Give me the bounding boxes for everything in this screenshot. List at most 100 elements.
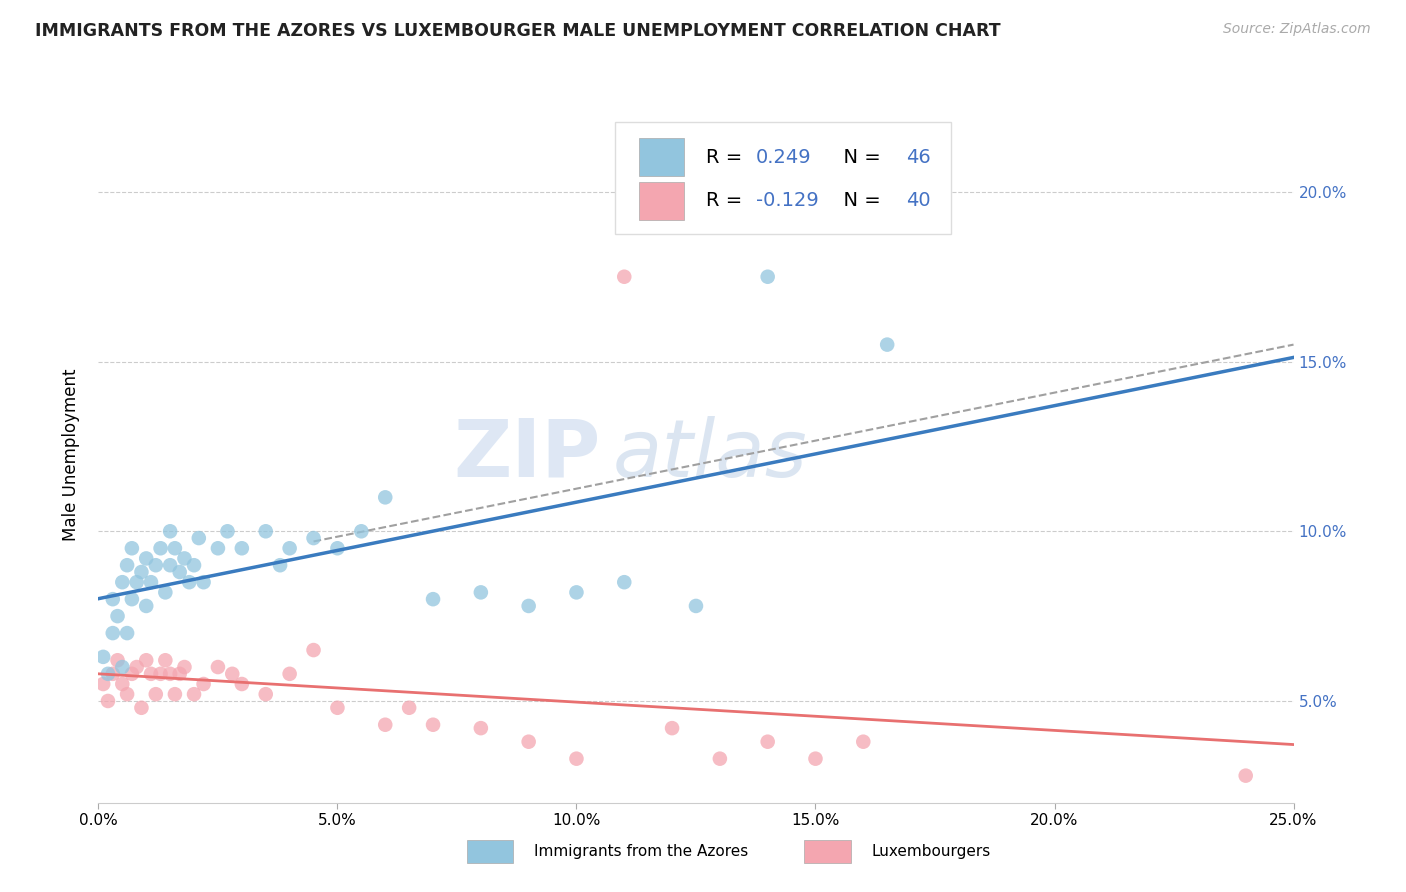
Point [115,558,138,573]
Point [278,666,301,681]
Point [231,541,253,556]
Point [302,643,325,657]
Point [139,666,162,681]
Point [422,592,444,607]
Point [159,666,181,681]
Point [97,666,120,681]
Text: IMMIGRANTS FROM THE AZORES VS LUXEMBOURGER MALE UNEMPLOYMENT CORRELATION CHART: IMMIGRANTS FROM THE AZORES VS LUXEMBOURG… [35,22,1001,40]
Point [852,735,875,749]
Point [613,269,636,284]
Point [169,565,191,579]
Point [217,524,239,539]
Point [613,575,636,590]
FancyBboxPatch shape [638,182,685,220]
Point [91,677,114,691]
Point [163,687,186,701]
Point [125,660,148,674]
Y-axis label: Male Unemployment: Male Unemployment [62,368,80,541]
Point [756,269,779,284]
Point [115,687,138,701]
Point [269,558,291,573]
Point [121,592,143,607]
Point [111,677,134,691]
Point [231,677,253,691]
Text: Immigrants from the Azores: Immigrants from the Azores [534,845,748,859]
Point [709,752,731,766]
Point [173,551,195,566]
Point [876,337,898,351]
Point [254,687,277,701]
Point [179,575,201,590]
Text: N =: N = [831,148,887,167]
Point [207,541,229,556]
Point [422,717,444,731]
FancyBboxPatch shape [614,122,950,235]
Point [131,700,153,714]
Point [470,721,492,735]
Point [111,575,134,590]
Point [159,558,181,573]
Point [135,653,157,667]
Point [131,565,153,579]
Point [187,531,209,545]
Point [121,666,143,681]
Text: N =: N = [831,192,887,211]
Text: Luxembourgers: Luxembourgers [872,845,991,859]
Point [661,721,683,735]
Point [145,687,167,701]
Point [115,626,138,640]
Point [254,524,277,539]
Text: -0.129: -0.129 [756,192,818,211]
Point [565,752,588,766]
Point [517,599,540,613]
Point [145,558,167,573]
FancyBboxPatch shape [638,138,685,177]
Text: 40: 40 [907,192,931,211]
Point [149,666,172,681]
Point [804,752,827,766]
Point [111,660,134,674]
Point [97,694,120,708]
Point [149,541,172,556]
Point [121,541,143,556]
Point [221,666,243,681]
Point [125,575,148,590]
Point [374,491,396,505]
Point [183,558,205,573]
Point [135,551,157,566]
Point [756,735,779,749]
Point [350,524,373,539]
Point [159,524,181,539]
Point [155,653,177,667]
Point [101,592,124,607]
Point [1234,769,1257,783]
Point [517,735,540,749]
Point [101,666,124,681]
Point [685,599,707,613]
Point [374,717,396,731]
Text: 0.249: 0.249 [756,148,811,167]
Text: ZIP: ZIP [453,416,600,494]
Point [470,585,492,599]
Point [135,599,157,613]
Point [183,687,205,701]
Point [91,649,114,664]
Point [207,660,229,674]
Text: 46: 46 [907,148,931,167]
Point [155,585,177,599]
Text: atlas: atlas [613,416,807,494]
Point [163,541,186,556]
Point [193,677,215,691]
Point [565,585,588,599]
Point [169,666,191,681]
Point [326,700,349,714]
Text: R =: R = [706,148,748,167]
Point [398,700,420,714]
Point [302,531,325,545]
Text: R =: R = [706,192,748,211]
Point [326,541,349,556]
Point [139,575,162,590]
Point [278,541,301,556]
Point [173,660,195,674]
Point [101,626,124,640]
